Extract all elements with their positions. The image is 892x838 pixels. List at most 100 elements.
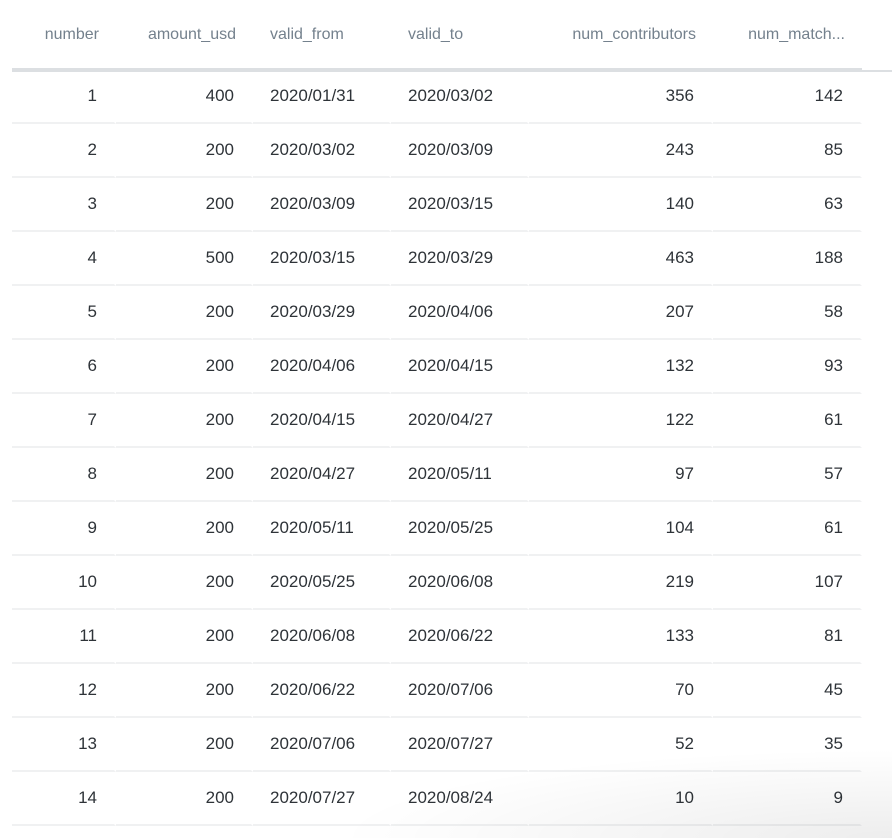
cell-amount-usd: 200 [116,664,253,718]
cell-valid-from: 2020/01/31 [253,70,391,124]
column-header-num-match[interactable]: num_match... [748,26,845,43]
cell-number: 1 [12,70,116,124]
cell-num-contributors: 207 [529,286,713,340]
table-row[interactable]: 11 200 2020/06/08 2020/06/22 133 81 [12,610,862,664]
table-row[interactable]: 10 200 2020/05/25 2020/06/08 219 107 [12,556,862,610]
cell-num-match: 61 [713,394,862,448]
cell-valid-from: 2020/03/02 [253,124,391,178]
cell-num-match: 61 [713,502,862,556]
cell-num-contributors: 122 [529,394,713,448]
cell-amount-usd: 200 [116,286,253,340]
cell-valid-from: 2020/03/15 [253,232,391,286]
cell-num-match: 81 [713,610,862,664]
table-row[interactable]: 3 200 2020/03/09 2020/03/15 140 63 [12,178,862,232]
table-row[interactable]: 12 200 2020/06/22 2020/07/06 70 45 [12,664,862,718]
cell-num-contributors: 52 [529,718,713,772]
table-row[interactable]: 6 200 2020/04/06 2020/04/15 132 93 [12,340,862,394]
table-row[interactable]: 14 200 2020/07/27 2020/08/24 10 9 [12,772,862,826]
cell-valid-from: 2020/04/27 [253,448,391,502]
cell-number: 5 [12,286,116,340]
cell-num-contributors: 97 [529,448,713,502]
data-table: number amount_usd valid_from valid_to nu… [12,0,862,826]
cell-num-match: 93 [713,340,862,394]
cell-amount-usd: 200 [116,340,253,394]
cell-num-contributors: 463 [529,232,713,286]
column-header-num-contributors[interactable]: num_contributors [572,26,696,43]
cell-valid-to: 2020/04/06 [391,286,529,340]
cell-amount-usd: 200 [116,610,253,664]
cell-valid-to: 2020/07/27 [391,718,529,772]
cell-number: 3 [12,178,116,232]
column-header-amount-usd[interactable]: amount_usd [147,26,236,43]
cell-amount-usd: 200 [116,124,253,178]
cell-valid-from: 2020/04/06 [253,340,391,394]
header-row: number amount_usd valid_from valid_to nu… [12,0,862,70]
cell-num-match: 63 [713,178,862,232]
column-header-valid-from[interactable]: valid_from [270,26,344,43]
cell-number: 14 [12,772,116,826]
cell-num-contributors: 132 [529,340,713,394]
cell-amount-usd: 200 [116,772,253,826]
cell-num-contributors: 133 [529,610,713,664]
cell-num-contributors: 140 [529,178,713,232]
cell-valid-to: 2020/06/08 [391,556,529,610]
table-row[interactable]: 8 200 2020/04/27 2020/05/11 97 57 [12,448,862,502]
cell-number: 13 [12,718,116,772]
cell-number: 2 [12,124,116,178]
cell-valid-from: 2020/03/29 [253,286,391,340]
cell-number: 12 [12,664,116,718]
table-row[interactable]: 7 200 2020/04/15 2020/04/27 122 61 [12,394,862,448]
cell-valid-from: 2020/07/27 [253,772,391,826]
cell-number: 9 [12,502,116,556]
cell-num-contributors: 219 [529,556,713,610]
cell-num-match: 45 [713,664,862,718]
cell-num-match: 142 [713,70,862,124]
cell-valid-to: 2020/04/27 [391,394,529,448]
cell-num-contributors: 10 [529,772,713,826]
cell-number: 4 [12,232,116,286]
cell-num-match: 57 [713,448,862,502]
data-table-container: number amount_usd valid_from valid_to nu… [12,0,892,826]
cell-valid-from: 2020/06/22 [253,664,391,718]
header-divider [12,70,892,72]
table-row[interactable]: 5 200 2020/03/29 2020/04/06 207 58 [12,286,862,340]
cell-valid-to: 2020/03/02 [391,70,529,124]
cell-valid-to: 2020/05/25 [391,502,529,556]
cell-num-match: 107 [713,556,862,610]
cell-valid-to: 2020/08/24 [391,772,529,826]
cell-num-contributors: 70 [529,664,713,718]
cell-valid-from: 2020/03/09 [253,178,391,232]
column-header-number[interactable]: number [44,26,99,43]
cell-valid-to: 2020/07/06 [391,664,529,718]
cell-number: 10 [12,556,116,610]
cell-num-contributors: 243 [529,124,713,178]
cell-valid-to: 2020/03/15 [391,178,529,232]
cell-amount-usd: 200 [116,394,253,448]
cell-amount-usd: 200 [116,502,253,556]
table-row[interactable]: 9 200 2020/05/11 2020/05/25 104 61 [12,502,862,556]
cell-valid-to: 2020/05/11 [391,448,529,502]
cell-valid-from: 2020/05/11 [253,502,391,556]
cell-amount-usd: 500 [116,232,253,286]
cell-num-match: 9 [713,772,862,826]
cell-amount-usd: 200 [116,178,253,232]
cell-num-match: 85 [713,124,862,178]
cell-valid-to: 2020/03/09 [391,124,529,178]
cell-amount-usd: 200 [116,448,253,502]
column-header-valid-to[interactable]: valid_to [408,26,464,43]
cell-number: 6 [12,340,116,394]
table-row[interactable]: 13 200 2020/07/06 2020/07/27 52 35 [12,718,862,772]
table-row[interactable]: 2 200 2020/03/02 2020/03/09 243 85 [12,124,862,178]
cell-valid-from: 2020/07/06 [253,718,391,772]
table-row[interactable]: 1 400 2020/01/31 2020/03/02 356 142 [12,70,862,124]
table-row[interactable]: 4 500 2020/03/15 2020/03/29 463 188 [12,232,862,286]
cell-valid-to: 2020/03/29 [391,232,529,286]
cell-number: 8 [12,448,116,502]
cell-num-match: 58 [713,286,862,340]
cell-amount-usd: 400 [116,70,253,124]
cell-number: 11 [12,610,116,664]
cell-amount-usd: 200 [116,556,253,610]
cell-valid-to: 2020/06/22 [391,610,529,664]
cell-amount-usd: 200 [116,718,253,772]
cell-number: 7 [12,394,116,448]
